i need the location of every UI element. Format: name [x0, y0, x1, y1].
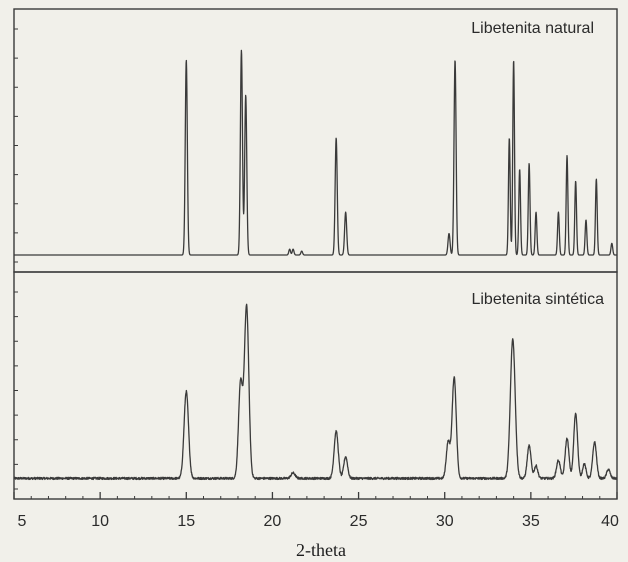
panel-natural-label: Libetenita natural [471, 20, 594, 37]
panel-sintetica-label: Libetenita sintética [471, 291, 604, 308]
x-tick-label: 5 [18, 513, 27, 530]
x-axis-title: 2-theta [296, 540, 346, 560]
x-tick-label: 15 [177, 513, 195, 530]
panel-sintetica-frame [13, 271, 618, 500]
panel-sintetica-y-ticks [14, 291, 18, 490]
x-tick-label: 20 [264, 513, 282, 530]
x-tick-label: 35 [522, 513, 540, 530]
x-tick-label: 30 [436, 513, 454, 530]
x-tick-label: 10 [91, 513, 109, 530]
x-tick-label: 25 [350, 513, 368, 530]
panel-sintetica-trace [13, 303, 618, 481]
x-axis: 5 10 15 20 25 30 35 40 [13, 492, 619, 530]
x-tick-label: 40 [601, 513, 619, 530]
panel-natural-y-ticks [14, 28, 18, 263]
panel-natural-trace [13, 49, 618, 256]
panel-sintetica: Libetenita sintética [13, 271, 618, 500]
